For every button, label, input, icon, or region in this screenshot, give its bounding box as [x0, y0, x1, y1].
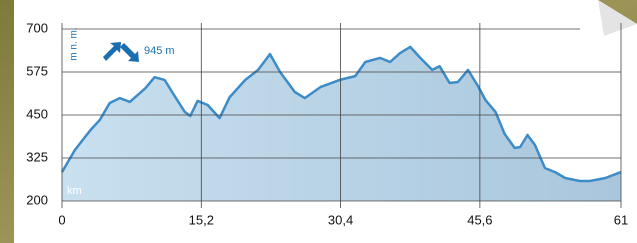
- x-axis-label: km: [67, 185, 82, 197]
- x-tick-label: 0: [58, 212, 65, 227]
- y-tick-label: 575: [26, 63, 48, 78]
- x-tick-label: 45,6: [467, 212, 492, 227]
- x-tick-label: 15,2: [189, 212, 214, 227]
- y-tick-label: 450: [26, 106, 48, 121]
- chart: m n. m. 945 m 200 325 450 575 700 0 15,2 30,4 45…: [0, 0, 637, 243]
- y-tick-label: 700: [26, 20, 48, 35]
- elevation-annotation: 945 m: [144, 45, 175, 57]
- y-tick-label: 325: [26, 149, 48, 164]
- y-tick-label: 200: [26, 192, 48, 207]
- y-axis-label: m n. m.: [69, 27, 80, 60]
- x-tick-label: 30,4: [328, 212, 353, 227]
- x-tick-label: 61: [614, 212, 628, 227]
